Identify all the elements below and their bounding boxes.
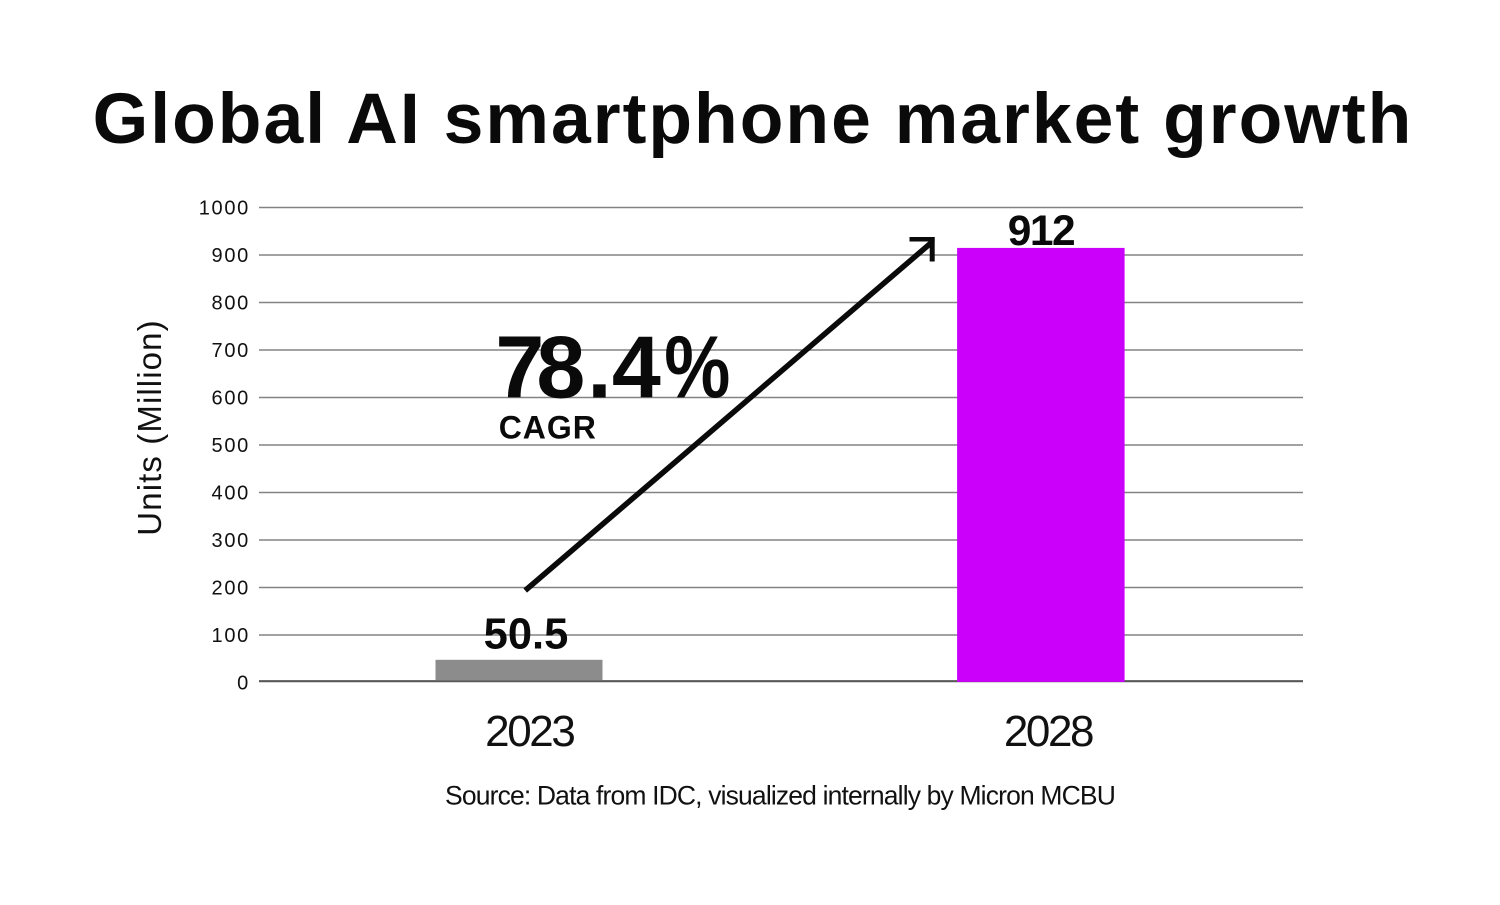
svg-text:8: 8 bbox=[536, 318, 585, 417]
svg-text:100: 100 bbox=[212, 625, 250, 647]
svg-text:700: 700 bbox=[212, 340, 250, 362]
svg-text:300: 300 bbox=[212, 530, 250, 552]
svg-text:2028: 2028 bbox=[1004, 707, 1093, 756]
svg-text:Source: Data from IDC, visuali: Source: Data from IDC, visualized intern… bbox=[445, 781, 1115, 811]
svg-text:.: . bbox=[587, 318, 611, 417]
svg-text:200: 200 bbox=[212, 578, 250, 600]
svg-text:2023: 2023 bbox=[485, 707, 574, 756]
svg-text:500: 500 bbox=[212, 435, 250, 457]
svg-text:1000: 1000 bbox=[199, 198, 250, 220]
svg-text:912: 912 bbox=[1008, 208, 1074, 255]
svg-text:%: % bbox=[664, 319, 730, 417]
svg-text:50.5: 50.5 bbox=[484, 611, 569, 659]
svg-text:Units (Million): Units (Million) bbox=[131, 319, 168, 535]
svg-text:900: 900 bbox=[212, 245, 250, 267]
svg-text:0: 0 bbox=[237, 673, 250, 695]
svg-text:400: 400 bbox=[212, 483, 250, 505]
svg-text:7: 7 bbox=[495, 318, 544, 417]
svg-text:CAGR: CAGR bbox=[499, 410, 597, 446]
svg-text:4: 4 bbox=[612, 318, 661, 417]
svg-text:800: 800 bbox=[212, 293, 250, 315]
svg-text:600: 600 bbox=[212, 388, 250, 410]
svg-text:Global AI smartphone market gr: Global AI smartphone market growth bbox=[93, 79, 1414, 159]
